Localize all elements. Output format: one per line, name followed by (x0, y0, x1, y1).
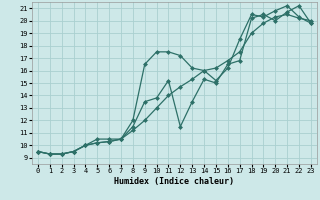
X-axis label: Humidex (Indice chaleur): Humidex (Indice chaleur) (115, 177, 234, 186)
